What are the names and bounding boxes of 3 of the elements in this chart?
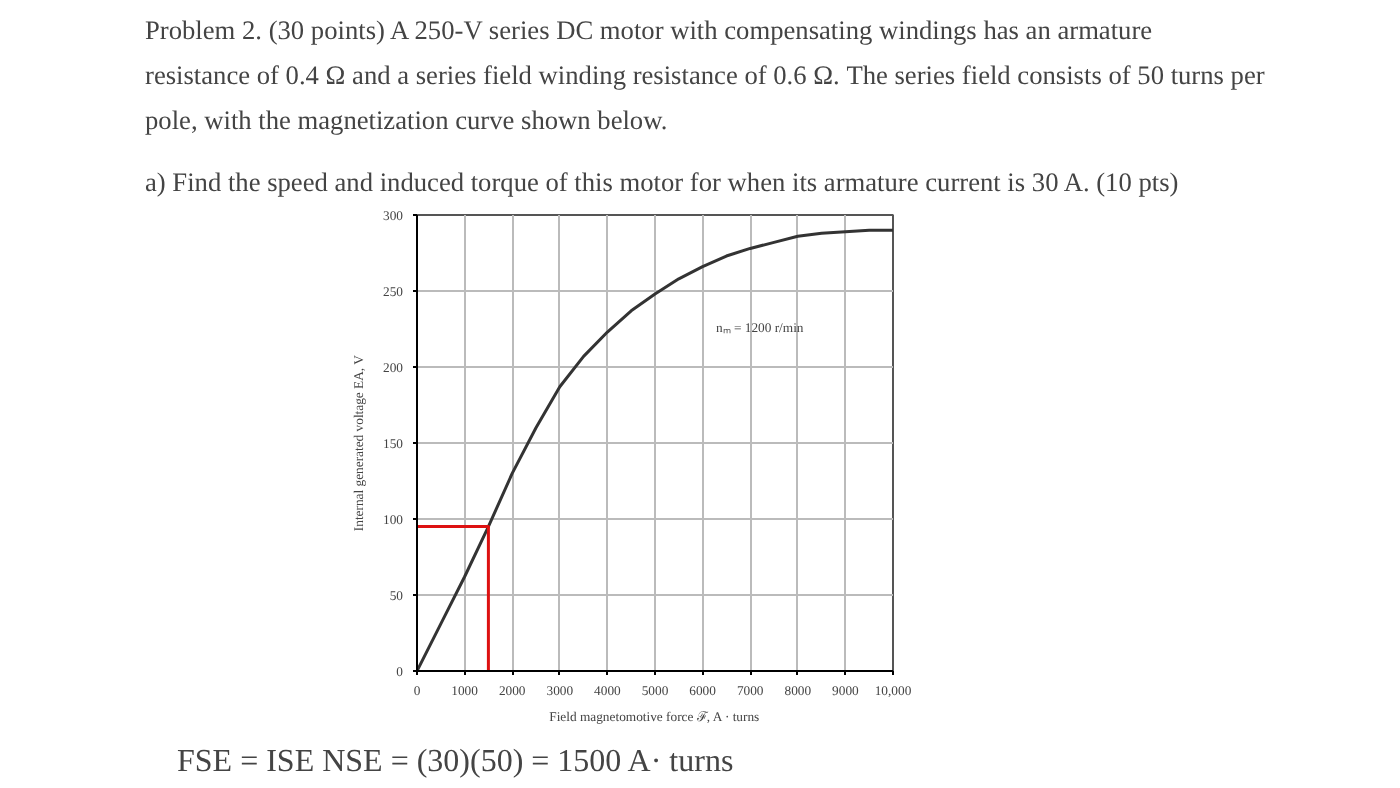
text: FSE = ISE NSE = (30)(50) = 1500 A· turns [177, 745, 734, 779]
chart-subtitle: a) Find the speed and induced torque of this motor for when its armature current is 30 A. (10 pts) [145, 167, 1179, 197]
chart-title: Problem 2. (30 points) A 250-V series DC motor with compensating windings has an armature resistance of 0.4 Ω and a series field winding resistance of 0.6 Ω. The series field consists of 50 turns per pole, with the magnetization curve shown below. [145, 15, 1266, 135]
